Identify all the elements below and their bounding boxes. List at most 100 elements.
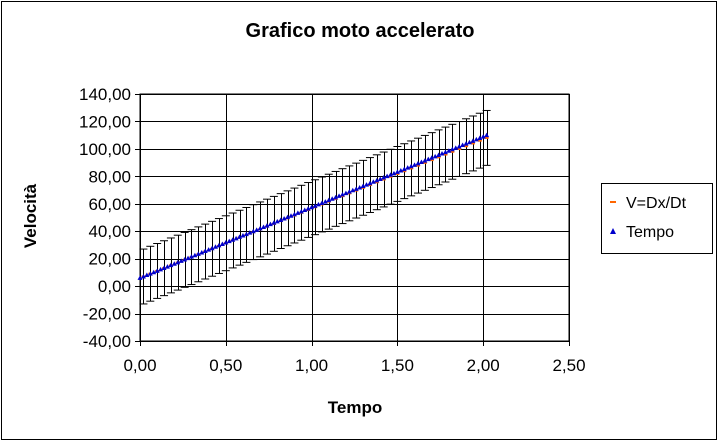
y-axis-label: Velocità <box>21 183 40 249</box>
data-point-tempo <box>439 151 445 156</box>
data-point-tempo <box>147 271 153 276</box>
data-point-tempo <box>391 170 397 176</box>
data-point-tempo <box>250 228 256 234</box>
plot-area <box>139 93 570 342</box>
data-point-tempo <box>466 139 472 145</box>
data-point-tempo <box>394 169 400 174</box>
data-point-tempo <box>274 218 280 224</box>
data-point-vdxdt <box>457 147 462 150</box>
data-point-tempo <box>158 266 164 272</box>
data-point-tempo <box>357 184 363 190</box>
data-point-tempo <box>418 159 424 165</box>
data-point-tempo <box>302 207 308 213</box>
y-tick-label: 0,00 <box>98 277 131 296</box>
data-point-tempo <box>182 257 188 262</box>
data-point-tempo <box>367 180 373 186</box>
y-tick-label: 80,00 <box>88 167 131 186</box>
data-point-tempo <box>350 187 356 193</box>
data-point-tempo <box>199 249 205 255</box>
data-point-tempo <box>140 273 146 279</box>
data-point-tempo <box>442 149 448 155</box>
data-point-tempo <box>436 152 442 157</box>
data-point-tempo <box>254 227 260 232</box>
data-point-vdxdt <box>402 170 407 173</box>
data-point-tempo <box>230 237 236 242</box>
data-point-tempo <box>453 145 459 150</box>
data-point-tempo <box>261 224 267 230</box>
data-point-tempo <box>171 261 177 266</box>
x-axis-label: Tempo <box>327 398 383 417</box>
series-layer <box>137 132 490 280</box>
data-point-tempo <box>195 251 201 256</box>
data-point-tempo <box>422 158 428 163</box>
data-point-vdxdt <box>409 167 414 170</box>
data-point-tempo <box>247 230 253 235</box>
y-tick-label: 140,00 <box>79 85 131 104</box>
data-point-tempo <box>408 163 414 169</box>
data-point-tempo <box>446 148 452 153</box>
data-point-tempo <box>405 165 411 170</box>
data-point-tempo <box>315 201 321 207</box>
data-point-tempo <box>381 175 387 180</box>
data-point-vdxdt <box>464 145 469 148</box>
axis-layer: 0,00 0,50 1,00 1,50 2,00 2,50 140,00 120,00 100,… <box>79 85 586 375</box>
data-point-tempo <box>425 156 431 162</box>
data-point-tempo <box>175 259 181 265</box>
data-point-tempo <box>291 211 297 217</box>
legend-item-0: V=Dx/Dt <box>606 195 710 215</box>
data-point-tempo <box>374 177 380 183</box>
data-point-tempo <box>477 135 483 140</box>
legend-label: Tempo <box>626 224 675 241</box>
data-point-tempo <box>401 166 407 172</box>
data-point-tempo <box>281 216 287 221</box>
data-point-tempo <box>164 264 170 269</box>
x-tick-label: 0,00 <box>123 356 156 375</box>
y-tick-label: -20,00 <box>83 305 131 324</box>
data-point-vdxdt <box>484 136 489 139</box>
data-point-vdxdt <box>436 156 441 159</box>
y-tick-label: 20,00 <box>88 250 131 269</box>
data-point-tempo <box>216 242 222 248</box>
data-point-tempo <box>161 265 167 270</box>
data-point-vdxdt <box>395 172 400 175</box>
data-point-tempo <box>364 182 370 187</box>
data-point-tempo <box>144 272 150 278</box>
data-point-tempo <box>305 206 311 211</box>
chart-legend: V=Dx/Dt Tempo <box>601 183 713 254</box>
data-point-tempo <box>271 220 277 225</box>
data-point-tempo <box>312 203 318 208</box>
data-point-tempo <box>353 186 359 191</box>
data-point-tempo <box>243 231 249 237</box>
legend-marker-dash <box>606 195 620 213</box>
data-point-tempo <box>432 153 438 159</box>
data-point-tempo <box>360 183 366 189</box>
data-point-tempo <box>185 255 191 261</box>
data-point-tempo <box>429 155 435 160</box>
data-point-tempo <box>309 204 315 210</box>
data-point-tempo <box>329 196 335 201</box>
chart-title: Grafico moto accelerato <box>245 20 475 42</box>
data-point-tempo <box>267 221 273 227</box>
data-point-tempo <box>370 179 376 184</box>
data-point-tempo <box>319 200 325 205</box>
data-point-tempo <box>178 258 184 263</box>
data-point-tempo <box>278 217 284 222</box>
data-point-tempo <box>226 238 232 244</box>
data-point-vdxdt <box>477 139 482 142</box>
data-point-vdxdt <box>422 161 427 164</box>
data-point-tempo <box>460 142 466 148</box>
data-point-tempo <box>298 208 304 214</box>
y-tick-label: -40,00 <box>83 332 131 351</box>
data-point-tempo <box>219 241 225 246</box>
data-point-tempo <box>154 268 160 273</box>
x-tick-label: 0,50 <box>209 356 242 375</box>
x-tick-label: 1,00 <box>295 356 328 375</box>
data-point-tempo <box>333 194 339 200</box>
x-tick-label: 2,50 <box>552 356 585 375</box>
data-point-vdxdt <box>470 142 475 145</box>
data-point-tempo <box>151 269 157 275</box>
data-point-tempo <box>449 146 455 152</box>
data-point-tempo <box>240 232 246 238</box>
data-point-tempo <box>213 244 219 249</box>
